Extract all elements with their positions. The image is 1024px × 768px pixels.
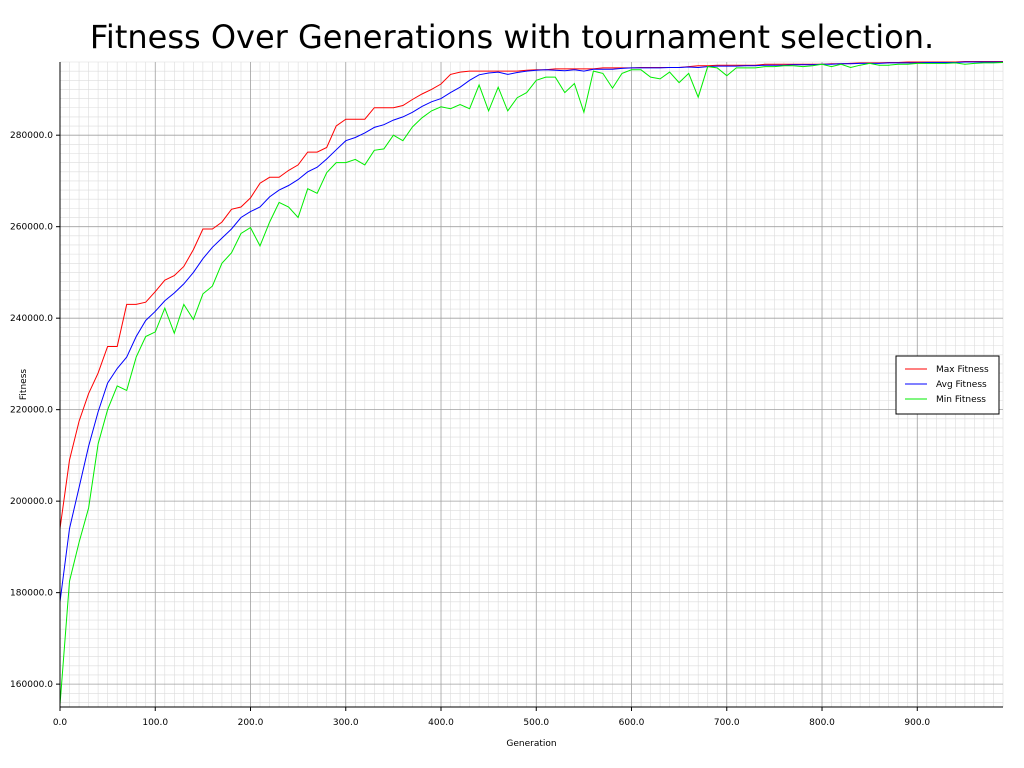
y-tick-label: 240000.0 xyxy=(10,314,53,324)
y-tick-label: 200000.0 xyxy=(10,497,53,507)
legend: Max Fitness Avg Fitness Min Fitness xyxy=(895,355,1000,415)
x-axis-label: Generation xyxy=(506,739,556,749)
y-tick-label: 260000.0 xyxy=(10,223,53,233)
chart-title: Fitness Over Generations with tournament… xyxy=(89,18,935,56)
x-tick-label: 200.0 xyxy=(238,718,264,728)
series-line-min-fitness xyxy=(59,62,1004,705)
x-tick-label: 400.0 xyxy=(428,718,454,728)
series-line-max-fitness xyxy=(59,61,1003,529)
x-tick-label: 900.0 xyxy=(904,718,930,728)
x-tick-label: 500.0 xyxy=(523,718,549,728)
y-tick-label: 280000.0 xyxy=(10,131,53,141)
axes: 0.0 100.0 200.0 300.0 400.0 500.0 600.0 700.0 80… xyxy=(10,62,1003,749)
x-tick-label: 600.0 xyxy=(619,718,645,728)
legend-label-min-fitness: Min Fitness xyxy=(936,395,986,405)
major-grid xyxy=(59,62,1003,707)
x-tick-label: 800.0 xyxy=(809,718,835,728)
series-line-avg-fitness xyxy=(59,61,1003,602)
y-tick-label: 160000.0 xyxy=(10,680,53,690)
legend-label-max-fitness: Max Fitness xyxy=(936,365,989,375)
x-tick-label: 100.0 xyxy=(142,718,168,728)
y-axis-label: Fitness xyxy=(19,369,29,400)
legend-box xyxy=(895,355,1000,415)
legend-label-avg-fitness: Avg Fitness xyxy=(936,380,987,390)
y-tick-label: 220000.0 xyxy=(10,406,53,416)
x-tick-label: 0.0 xyxy=(53,718,68,728)
x-tick-label: 300.0 xyxy=(333,718,359,728)
series-layer xyxy=(59,61,1004,705)
y-tick-label: 180000.0 xyxy=(10,589,53,599)
minor-grid xyxy=(60,61,1004,707)
x-tick-label: 700.0 xyxy=(714,718,740,728)
